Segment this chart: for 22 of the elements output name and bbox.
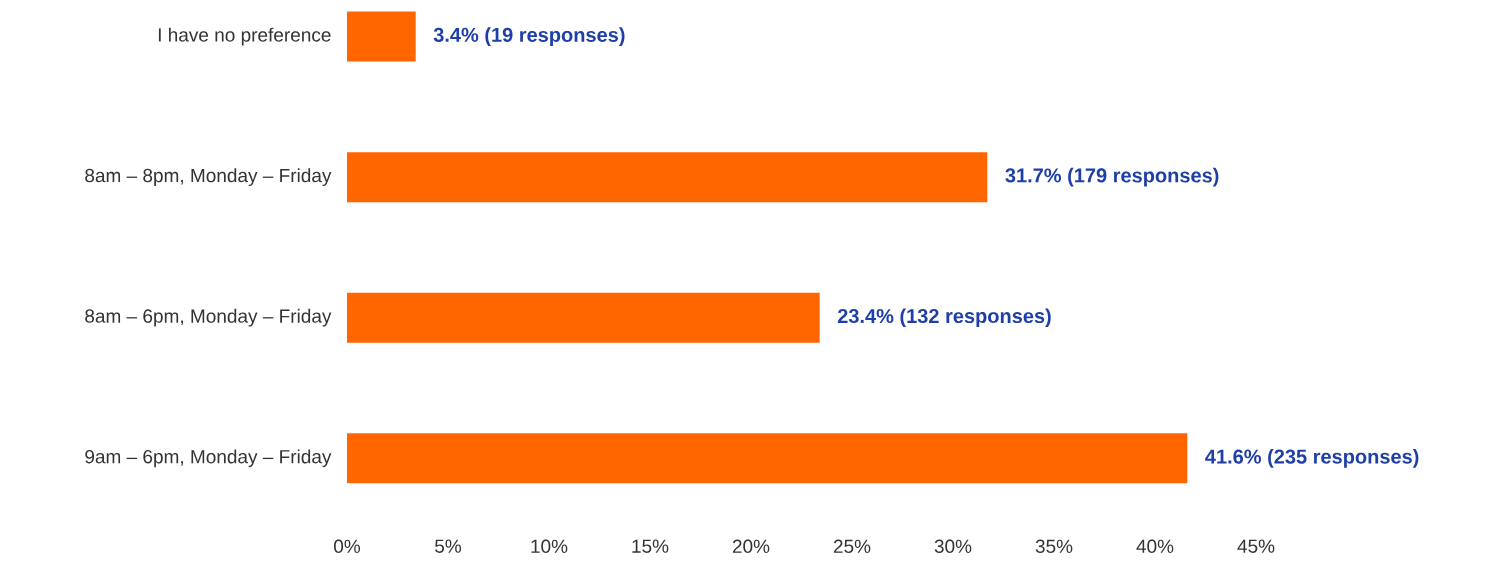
x-tick-label: 30%: [934, 539, 972, 553]
bar: [347, 152, 988, 203]
data-label: 41.6% (235 responses): [1205, 448, 1419, 468]
bar: [347, 433, 1188, 484]
data-label: 31.7% (179 responses): [1005, 167, 1219, 187]
data-label: 23.4% (132 responses): [837, 308, 1051, 328]
y-tick-label: 9am – 6pm, Monday – Friday: [85, 449, 332, 468]
data-label: 3.4% (19 responses): [433, 27, 625, 46]
x-tick-label: 5%: [435, 539, 462, 553]
x-tick-label: 20%: [732, 539, 770, 553]
y-tick-label: 8am – 8pm, Monday – Friday: [85, 168, 332, 186]
bar: [347, 11, 416, 62]
x-tick-label: 10%: [531, 539, 568, 553]
x-tick-label: 40%: [1136, 539, 1174, 553]
y-tick-label: I have no preference: [158, 27, 331, 46]
x-tick-label: 0%: [334, 539, 361, 553]
bar: [347, 292, 820, 343]
y-tick-label: 8am – 6pm, Monday – Friday: [85, 308, 332, 327]
x-tick-label: 35%: [1035, 539, 1073, 553]
x-tick-label: 45%: [1237, 539, 1275, 553]
x-tick-label: 15%: [632, 539, 669, 553]
x-tick-label: 25%: [833, 539, 871, 553]
